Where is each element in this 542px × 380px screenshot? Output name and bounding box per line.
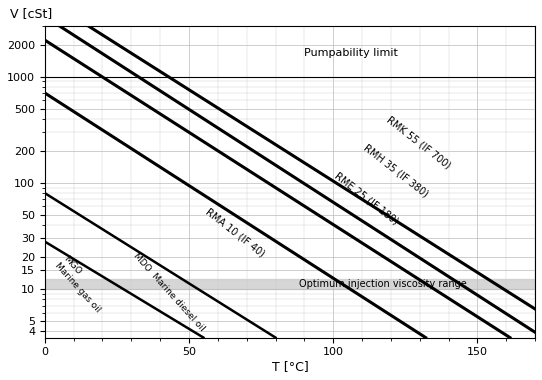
- Text: V [cSt]: V [cSt]: [10, 6, 53, 19]
- Text: Optimum injection viscosity range: Optimum injection viscosity range: [299, 279, 466, 289]
- Bar: [45, 279, 535, 289]
- Text: MGO
Marine gas oil: MGO Marine gas oil: [54, 255, 110, 315]
- Text: MDO  Marine diesel oil: MDO Marine diesel oil: [131, 251, 206, 333]
- Text: RME 25 (IF 180): RME 25 (IF 180): [333, 171, 401, 226]
- Text: RMA 10 (IF 40): RMA 10 (IF 40): [203, 207, 266, 259]
- Text: RMH 35 (IF 380): RMH 35 (IF 380): [362, 143, 430, 200]
- Text: Pumpability limit: Pumpability limit: [305, 48, 398, 58]
- Text: RMK 55 (IF 700): RMK 55 (IF 700): [385, 114, 453, 171]
- X-axis label: T [°C]: T [°C]: [272, 360, 308, 373]
